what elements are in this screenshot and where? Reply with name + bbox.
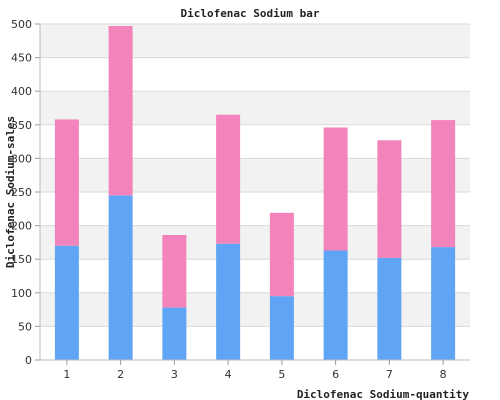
y-axis-title: Diclofenac Sodium-sales <box>4 116 17 268</box>
y-tick-label: 350 <box>11 119 32 132</box>
bar-segment-series-1 <box>54 245 79 360</box>
grid-band <box>40 24 470 58</box>
bar-segment-series-1 <box>431 247 456 360</box>
x-tick-label: 4 <box>225 368 232 381</box>
bar-segment-series-1 <box>377 257 402 360</box>
bar-segment-series-2 <box>162 235 187 308</box>
bar-segment-series-2 <box>216 114 241 244</box>
grid-band <box>40 91 470 125</box>
bar-segment-series-2 <box>377 140 402 258</box>
bar-segment-series-2 <box>323 127 348 251</box>
x-axis-ticks: 1 2 3 4 5 6 7 8 <box>40 359 470 381</box>
bars <box>54 26 456 360</box>
x-tick-label: 2 <box>117 368 124 381</box>
y-tick-label: 50 <box>18 320 32 333</box>
bar-segment-series-2 <box>431 120 456 248</box>
x-tick-label: 8 <box>440 368 447 381</box>
bar-segment-series-1 <box>108 195 133 360</box>
x-tick-label: 5 <box>278 368 285 381</box>
grid-band <box>40 158 470 192</box>
y-tick-label: 250 <box>11 186 32 199</box>
y-tick-label: 450 <box>11 52 32 65</box>
y-tick-label: 200 <box>11 220 32 233</box>
bar-segment-series-1 <box>162 307 187 360</box>
x-tick-label: 1 <box>63 368 70 381</box>
bar-segment-series-2 <box>108 26 133 196</box>
bar-segment-series-1 <box>269 296 294 360</box>
y-tick-label: 500 <box>11 18 32 31</box>
y-axis-ticks: 0 50 100 150 200 250 300 350 400 450 500 <box>11 18 41 367</box>
chart-title: Diclofenac Sodium bar <box>180 7 319 20</box>
y-tick-label: 400 <box>11 85 32 98</box>
x-axis-title: Diclofenac Sodium-quantity <box>297 388 470 400</box>
bar-segment-series-1 <box>216 243 241 360</box>
y-tick-label: 0 <box>25 354 32 367</box>
x-tick-label: 3 <box>171 368 178 381</box>
bar-segment-series-2 <box>54 119 79 246</box>
plot-background <box>40 24 470 327</box>
grid-band <box>40 225 470 260</box>
y-tick-label: 100 <box>11 287 32 300</box>
bar-segment-series-2 <box>269 212 294 297</box>
y-tick-label: 300 <box>11 152 32 165</box>
bar-segment-series-1 <box>323 250 348 360</box>
x-tick-label: 7 <box>386 368 393 381</box>
x-tick-label: 6 <box>332 368 339 381</box>
y-tick-label: 150 <box>11 253 32 266</box>
grid-band <box>40 292 470 327</box>
